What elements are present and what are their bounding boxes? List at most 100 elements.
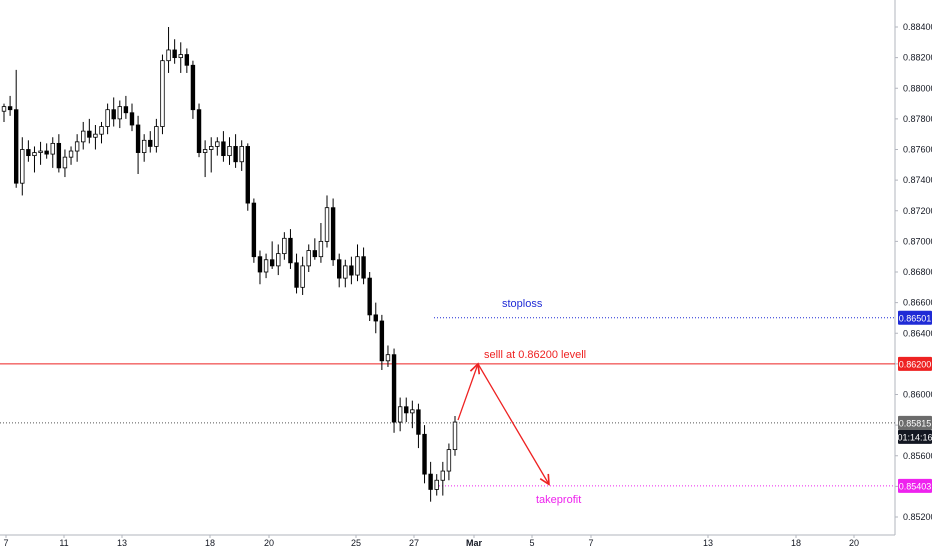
candle-body — [300, 265, 305, 288]
candle-body — [312, 250, 318, 258]
takeprofit-label: takeprofit — [536, 494, 581, 506]
candle-body — [209, 146, 214, 150]
candle-body — [416, 409, 421, 435]
candle-body — [245, 146, 250, 204]
candle-body — [148, 139, 153, 147]
candle-body — [428, 473, 433, 490]
candle-body — [87, 130, 92, 138]
candle-body — [166, 49, 171, 62]
takeprofit-badge-bg — [898, 478, 932, 493]
candle-body — [330, 207, 336, 261]
candle-body — [257, 256, 263, 273]
candle-body — [276, 253, 281, 267]
candle-body — [215, 141, 220, 147]
candle-body — [337, 259, 342, 279]
candle-body — [62, 156, 68, 169]
current-price-badge-bg — [898, 415, 932, 430]
candle-body — [202, 149, 208, 153]
candle-body — [221, 141, 226, 157]
candle-body — [306, 250, 311, 267]
price-tick-label: 0.85200 — [903, 512, 932, 522]
candle-body — [184, 54, 190, 66]
annotations: stoploss selll at 0.86200 levell takepro… — [484, 298, 586, 506]
candle-body — [379, 320, 385, 362]
time-tick-label: Mar — [466, 538, 483, 548]
candle-body — [81, 130, 86, 143]
candle-body — [367, 277, 372, 316]
candle-body — [154, 126, 159, 147]
candle-body — [385, 354, 391, 362]
time-tick-label: 18 — [791, 538, 801, 548]
countdown-badge-bg — [898, 429, 932, 444]
candle-body — [129, 112, 135, 126]
price-badges: 0.86501 0.86200 0.85815 01:14:16 0.85403 — [897, 310, 932, 493]
candle-body — [282, 237, 287, 255]
time-tick-label: 7 — [588, 538, 593, 548]
candle-body — [105, 109, 110, 127]
candle-body — [239, 146, 244, 163]
time-tick-label: 20 — [264, 538, 274, 548]
candle-body — [74, 141, 80, 152]
candle-body — [440, 470, 446, 481]
candle-body — [446, 449, 452, 472]
candle-body — [26, 149, 31, 157]
candle-body — [68, 150, 74, 158]
candle-body — [20, 149, 25, 184]
time-tick-label: 7 — [3, 538, 8, 548]
candle-body — [361, 256, 366, 279]
time-tick-label: 18 — [205, 538, 215, 548]
candle-body — [452, 421, 458, 451]
candle-body — [251, 202, 257, 258]
candle-body — [123, 106, 129, 114]
time-axis[interactable]: 7 11 13 18 20 25 27 Mar 5 7 13 18 20 — [0, 534, 895, 548]
candle-body — [227, 146, 232, 157]
projection-down-leg — [477, 363, 549, 485]
level-lines — [0, 317, 895, 487]
candle-body — [172, 49, 177, 59]
entry-label: selll at 0.86200 levell — [484, 349, 586, 361]
candle-body — [263, 259, 269, 273]
projection-path — [457, 363, 549, 485]
time-tick-label: 11 — [59, 538, 68, 548]
candle-body — [1, 106, 7, 112]
time-tick-label: 5 — [529, 538, 534, 548]
candle-body — [44, 150, 49, 155]
candle-body — [434, 479, 439, 490]
candle-body — [373, 314, 378, 322]
candle-body — [160, 60, 165, 127]
time-tick-label: 13 — [703, 538, 713, 548]
time-tick-label: 27 — [409, 538, 419, 548]
candle-body — [288, 237, 293, 264]
stoploss-label: stoploss — [502, 298, 543, 310]
candle-body — [294, 262, 299, 288]
countdown-badge: 01:14:16 — [897, 432, 932, 442]
candle-body — [422, 433, 427, 475]
candle-body — [141, 139, 147, 153]
candle-body — [32, 152, 37, 157]
current-price-badge: 0.85815 — [899, 418, 932, 428]
takeprofit-badge: 0.85403 — [899, 481, 932, 491]
candle-body — [349, 265, 354, 276]
candle-body — [410, 409, 415, 414]
entry-badge: 0.86200 — [899, 359, 932, 369]
candle-body — [355, 256, 360, 276]
time-tick-label: 13 — [117, 538, 127, 548]
time-tick-label: 25 — [351, 538, 361, 548]
time-tick-label: 20 — [849, 538, 859, 548]
candle-body — [233, 146, 238, 163]
candle-body — [404, 406, 409, 414]
entry-badge-bg — [898, 356, 932, 371]
